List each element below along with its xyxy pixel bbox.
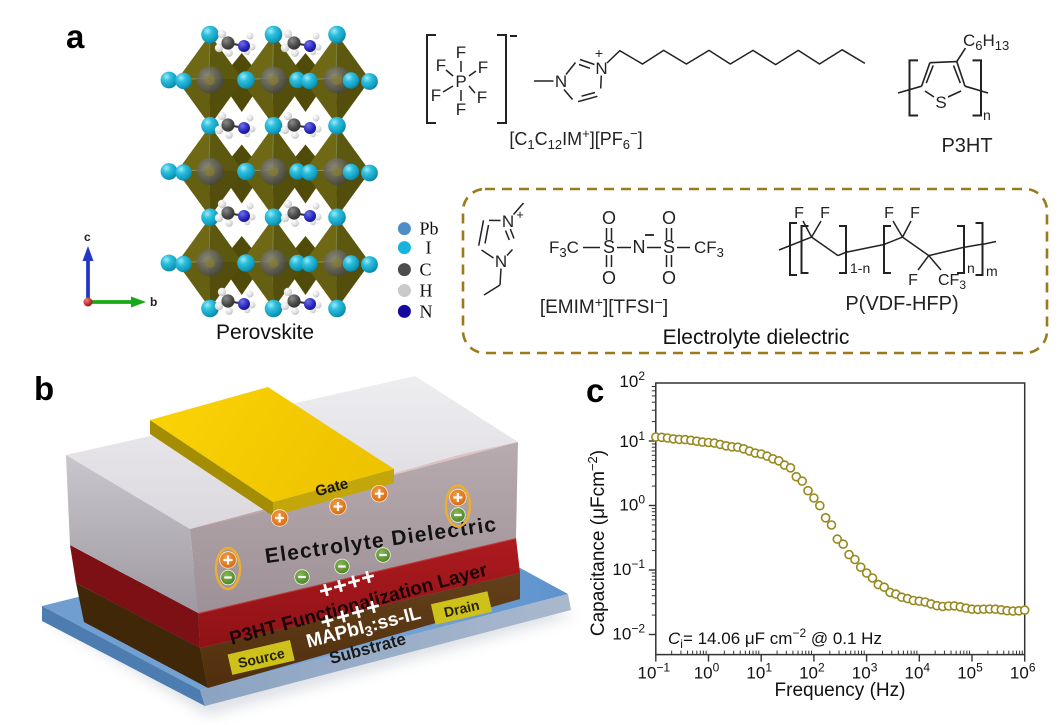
- svg-text:Electrolyte dielectric: Electrolyte dielectric: [663, 326, 850, 349]
- svg-text:N: N: [595, 59, 607, 78]
- svg-text:F3C: F3C: [549, 238, 579, 260]
- svg-text:S: S: [663, 237, 675, 257]
- svg-text:Drain: Drain: [442, 597, 480, 621]
- svg-text:F: F: [456, 100, 466, 119]
- svg-text:N: N: [633, 237, 646, 257]
- svg-text:101: 101: [746, 661, 772, 683]
- svg-text:101: 101: [619, 429, 645, 451]
- svg-text:Capacitance (μFcm−2): Capacitance (μFcm−2): [585, 450, 609, 636]
- svg-text:P(VDF-HFP): P(VDF-HFP): [845, 293, 958, 315]
- svg-text:[EMIM+][TFSI−]: [EMIM+][TFSI−]: [540, 294, 668, 318]
- svg-text:N: N: [420, 301, 433, 321]
- svg-text:105: 105: [957, 661, 983, 683]
- svg-text:O: O: [662, 208, 676, 228]
- svg-text:F: F: [456, 43, 466, 62]
- svg-text:+: +: [516, 207, 524, 222]
- svg-text:F: F: [477, 88, 487, 107]
- svg-text:b: b: [150, 295, 157, 309]
- svg-text:F: F: [436, 56, 446, 75]
- svg-text:S: S: [603, 237, 615, 257]
- svg-text:Pb: Pb: [420, 219, 439, 239]
- svg-text:Frequency (Hz): Frequency (Hz): [775, 680, 906, 701]
- svg-text:CF3: CF3: [694, 238, 724, 260]
- svg-text:+: +: [595, 45, 603, 61]
- svg-text:100: 100: [694, 661, 720, 683]
- svg-text:[C1C12IM+][PF6−]: [C1C12IM+][PF6−]: [509, 126, 642, 152]
- svg-text:N: N: [555, 72, 567, 91]
- svg-text:F: F: [908, 272, 918, 289]
- svg-text:10−1: 10−1: [612, 557, 645, 579]
- svg-text:N: N: [495, 252, 507, 271]
- svg-text:c: c: [84, 230, 91, 244]
- svg-text:106: 106: [1010, 661, 1036, 683]
- svg-text:102: 102: [619, 369, 645, 391]
- svg-text:F: F: [794, 205, 804, 222]
- svg-text:m: m: [986, 263, 998, 279]
- svg-text:F: F: [820, 205, 830, 222]
- svg-text:S: S: [935, 93, 946, 112]
- svg-text:F: F: [478, 58, 488, 77]
- svg-text:I: I: [426, 238, 432, 258]
- svg-text:100: 100: [619, 493, 645, 515]
- svg-text:1-n: 1-n: [850, 260, 870, 276]
- svg-text:H: H: [420, 281, 433, 301]
- svg-text:F: F: [910, 205, 920, 222]
- svg-text:O: O: [602, 208, 616, 228]
- svg-text:n: n: [967, 260, 975, 276]
- svg-text:Ci= 14.06 μF cm−2 @ 0.1 Hz: Ci= 14.06 μF cm−2 @ 0.1 Hz: [668, 626, 882, 651]
- svg-text:104: 104: [904, 661, 930, 683]
- svg-text:P3HT: P3HT: [941, 135, 992, 157]
- svg-text:P: P: [455, 72, 466, 91]
- svg-text:10−2: 10−2: [612, 622, 645, 644]
- svg-text:F: F: [884, 205, 894, 222]
- svg-text:F: F: [431, 86, 441, 105]
- svg-text:N: N: [502, 212, 514, 231]
- svg-text:C6H13: C6H13: [963, 31, 1009, 53]
- svg-text:Perovskite: Perovskite: [216, 321, 314, 344]
- svg-text:C: C: [420, 260, 432, 280]
- svg-text:O: O: [602, 268, 616, 288]
- svg-text:n: n: [983, 107, 991, 123]
- svg-text:CF3: CF3: [938, 272, 966, 292]
- svg-text:O: O: [662, 268, 676, 288]
- svg-text:10−1: 10−1: [637, 661, 670, 683]
